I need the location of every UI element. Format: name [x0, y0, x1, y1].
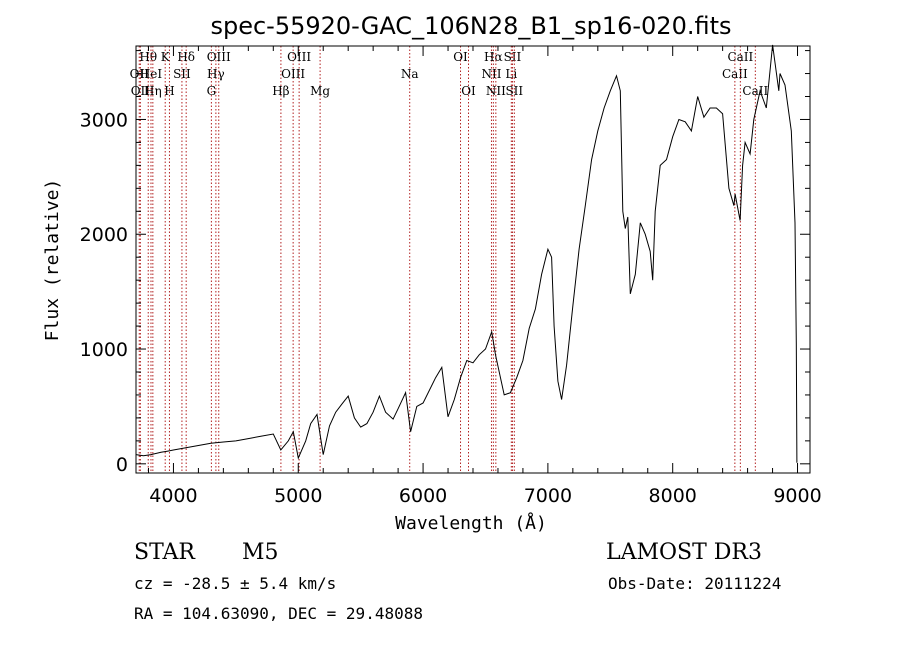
x-tick-label: 5000: [274, 485, 322, 507]
line-marker-label: Hα: [484, 50, 503, 64]
chart-title: spec-55920-GAC_106N28_B1_sp16-020.fits: [210, 12, 731, 40]
y-tick-label: 0: [116, 454, 128, 476]
line-marker-label: K: [161, 50, 171, 64]
line-marker-label: H: [164, 84, 174, 98]
spectrum-chart: spec-55920-GAC_106N28_B1_sp16-020.fits O…: [42, 12, 822, 534]
line-marker-label: SII: [173, 67, 191, 81]
x-tick-label: 4000: [149, 485, 197, 507]
redshift-cz: cz = -28.5 ± 5.4 km/s: [134, 574, 337, 593]
line-marker-label: Hδ: [177, 50, 195, 64]
y-tick-label: 2000: [80, 224, 128, 246]
line-marker-label: CaII: [722, 67, 748, 81]
line-marker-label: Hθ: [139, 50, 157, 64]
line-marker-label: Hγ: [207, 67, 225, 81]
spectrum-line: [135, 44, 798, 463]
line-marker-label: OI: [453, 50, 468, 64]
y-tick-label: 3000: [80, 109, 128, 131]
line-marker-label: OIII: [207, 50, 231, 64]
line-marker-label: OIII: [281, 67, 305, 81]
object-type: STAR: [134, 540, 195, 565]
line-marker-label: CaII: [727, 50, 753, 64]
line-marker-label: HeI: [140, 67, 163, 81]
x-tick-label: 9000: [773, 485, 821, 507]
line-marker-label: Mg: [310, 84, 330, 98]
line-marker-label: OI: [461, 84, 476, 98]
x-axis-label: Wavelength (Å): [395, 512, 547, 534]
line-marker-label: Na: [401, 67, 419, 81]
subclass: M5: [242, 540, 279, 565]
obs-date: Obs-Date: 20111224: [608, 574, 782, 593]
x-tick-label: 8000: [649, 485, 697, 507]
survey-name: LAMOST DR3: [606, 540, 762, 565]
line-marker-label: NII: [481, 67, 501, 81]
coordinates: RA = 104.63090, DEC = 29.48088: [134, 604, 423, 623]
line-marker-label: Li: [505, 67, 517, 81]
line-marker-label: SII: [505, 84, 523, 98]
y-axis-label: Flux (relative): [42, 179, 63, 342]
line-marker-label: CaII: [742, 84, 768, 98]
line-markers: OIIOIIHθHeIHηKHSIIHδGHγOIIIHβOIIIOIIIMgN…: [130, 46, 768, 473]
x-tick-label: 6000: [399, 485, 447, 507]
axes: 4000 5000 6000 7000 8000 9000 0 1000 2000 3000: [80, 46, 822, 507]
line-marker-label: Hβ: [272, 84, 289, 98]
line-marker-label: Hη: [144, 84, 162, 98]
line-marker-label: G: [207, 84, 217, 98]
y-tick-label: 1000: [80, 339, 128, 361]
plot-frame: [135, 45, 811, 474]
line-marker-label: SII: [504, 50, 522, 64]
x-tick-label: 7000: [524, 485, 572, 507]
line-marker-label: NII: [486, 84, 506, 98]
line-marker-label: OIII: [287, 50, 311, 64]
